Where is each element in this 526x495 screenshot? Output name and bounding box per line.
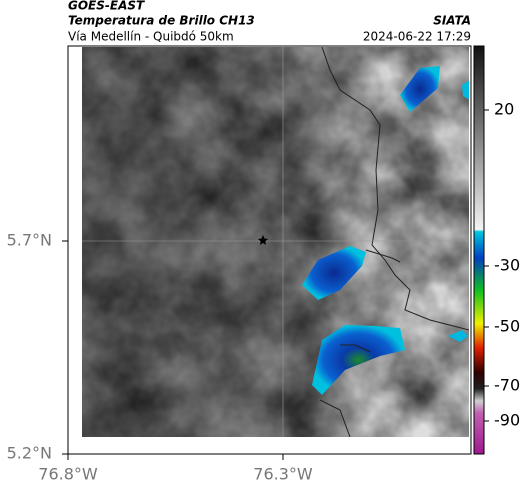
colorbar — [473, 45, 485, 455]
colorbar-tick-label: -30 — [494, 256, 520, 275]
source: GOES-EAST — [68, 0, 145, 13]
colorbar-tick-label: 20 — [494, 100, 514, 119]
city-marker — [258, 235, 268, 245]
colorbar-ticks: 20 -30 -50 -70 -90 — [484, 100, 520, 430]
org: SIATA — [433, 14, 471, 28]
satellite-image — [82, 47, 469, 437]
map-frame — [67, 45, 472, 455]
timestamp: 2024-06-22 17:29 — [363, 30, 471, 44]
lon-tick-label: 76.8°W — [38, 465, 98, 484]
lon-axis: 76.8°W 76.3°W — [38, 454, 313, 484]
title: Temperatura de Brillo CH13 — [68, 14, 255, 28]
lat-tick-label: 5.7°N — [7, 231, 52, 250]
lat-axis: 5.7°N 5.2°N — [7, 231, 68, 463]
colorbar-tick-label: -50 — [494, 317, 520, 336]
lon-tick-label: 76.3°W — [253, 465, 313, 484]
lat-tick-label: 5.2°N — [7, 444, 52, 463]
colorbar-tick-label: -90 — [494, 411, 520, 430]
subtitle: Vía Medellín - Quibdó 50km — [68, 30, 234, 44]
colorbar-tick-label: -70 — [494, 376, 520, 395]
